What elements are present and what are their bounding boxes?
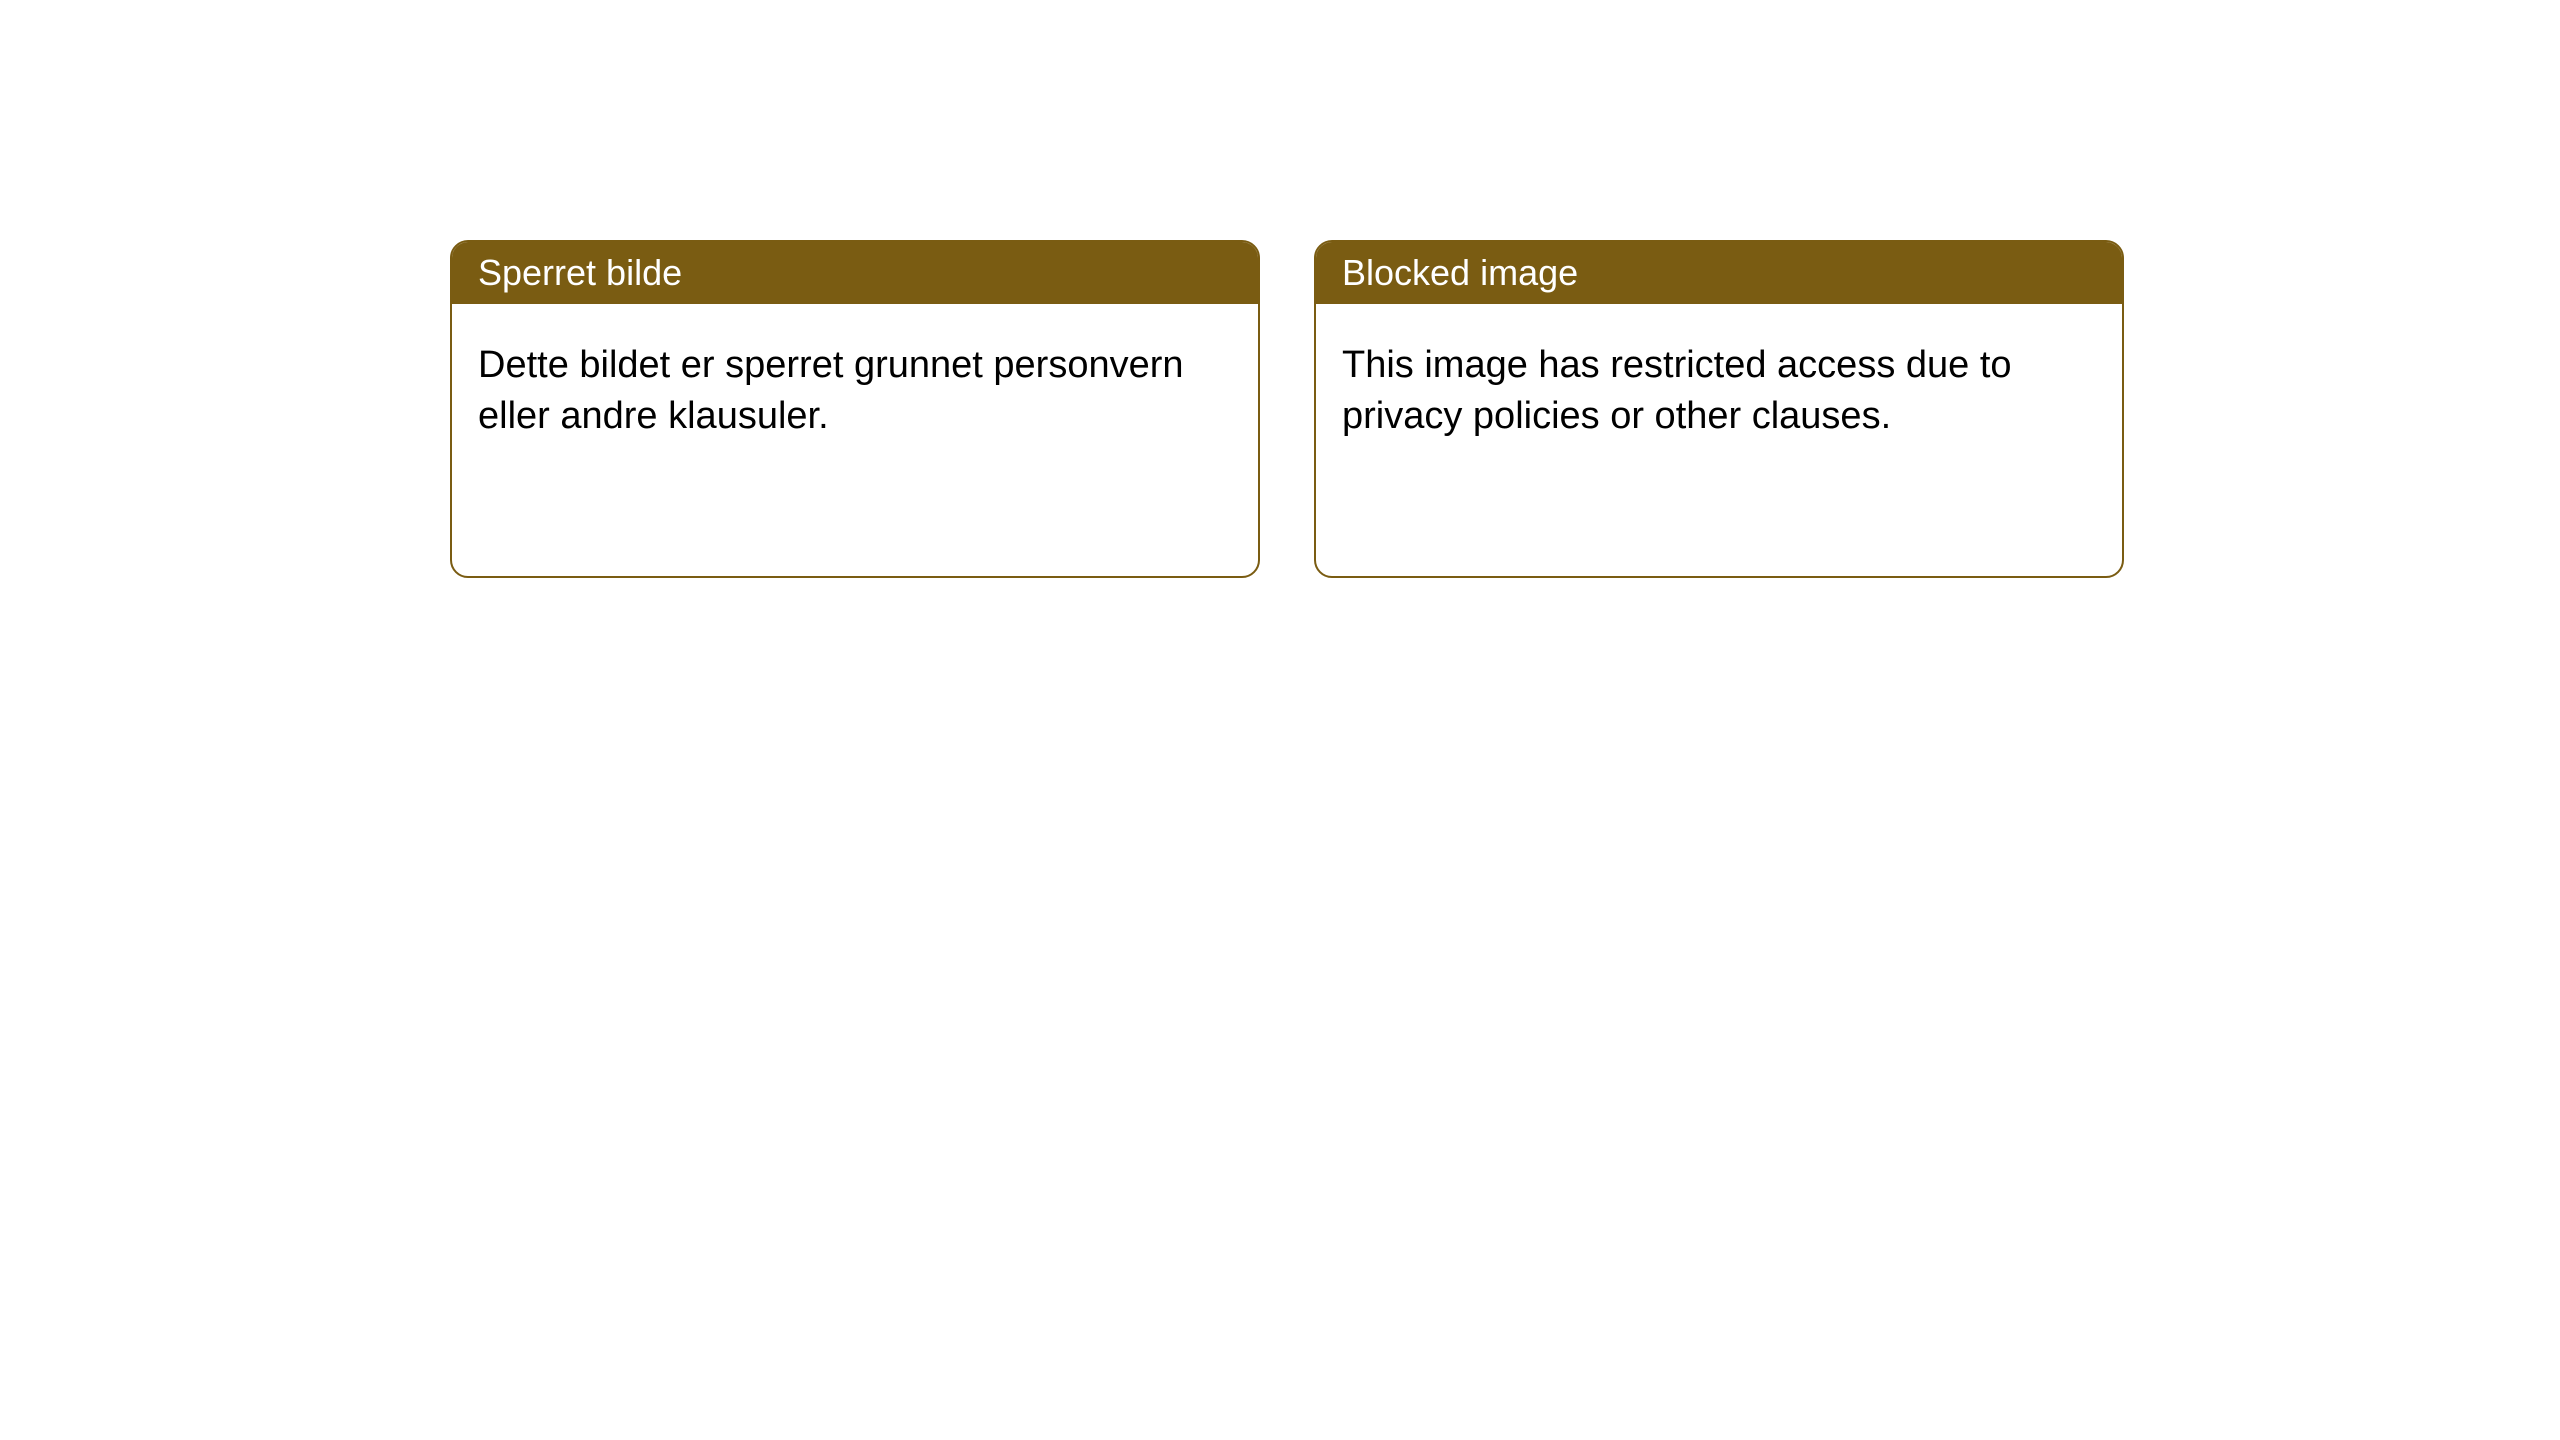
card-body-text-no: Dette bildet er sperret grunnet personve… bbox=[478, 344, 1184, 437]
card-title-no: Sperret bilde bbox=[478, 252, 682, 294]
card-header-en: Blocked image bbox=[1316, 242, 2122, 304]
card-title-en: Blocked image bbox=[1342, 252, 1578, 294]
blocked-image-notices: Sperret bilde Dette bildet er sperret gr… bbox=[450, 240, 2124, 578]
card-body-en: This image has restricted access due to … bbox=[1316, 304, 2122, 479]
card-header-no: Sperret bilde bbox=[452, 242, 1258, 304]
blocked-image-card-no: Sperret bilde Dette bildet er sperret gr… bbox=[450, 240, 1260, 578]
card-body-no: Dette bildet er sperret grunnet personve… bbox=[452, 304, 1258, 479]
card-body-text-en: This image has restricted access due to … bbox=[1342, 344, 2012, 437]
blocked-image-card-en: Blocked image This image has restricted … bbox=[1314, 240, 2124, 578]
